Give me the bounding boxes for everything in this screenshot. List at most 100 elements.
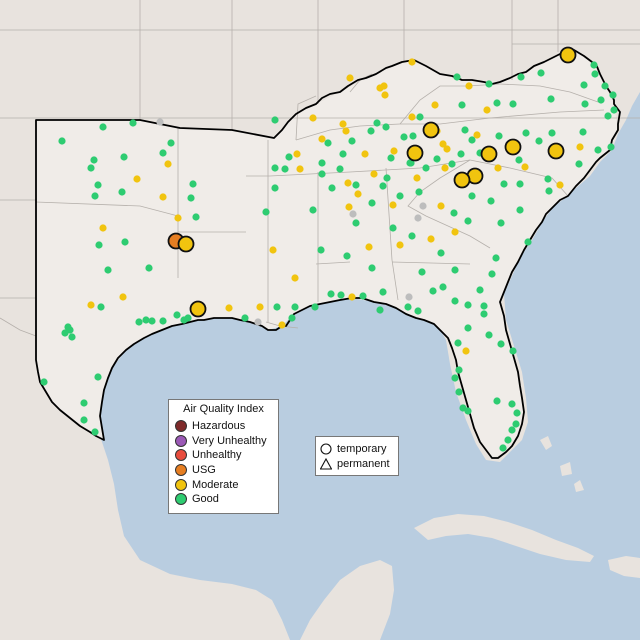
- monitor-marker-moderate[interactable]: [339, 120, 347, 128]
- monitor-marker-moderate[interactable]: [293, 150, 301, 158]
- monitor-marker-good[interactable]: [509, 347, 517, 355]
- monitor-marker-good[interactable]: [476, 286, 484, 294]
- monitor-marker-good[interactable]: [407, 159, 415, 167]
- monitor-marker-good[interactable]: [480, 302, 488, 310]
- monitor-marker-good[interactable]: [87, 164, 95, 172]
- monitor-marker-moderate[interactable]: [348, 293, 356, 301]
- monitor-marker-good[interactable]: [450, 209, 458, 217]
- monitor-marker-good[interactable]: [590, 61, 598, 69]
- monitor-marker-good[interactable]: [379, 288, 387, 296]
- monitor-marker-good[interactable]: [451, 297, 459, 305]
- monitor-marker-good[interactable]: [464, 324, 472, 332]
- monitor-marker-moderate[interactable]: [269, 246, 277, 254]
- monitor-marker-good[interactable]: [373, 119, 381, 127]
- monitor-marker-good[interactable]: [396, 192, 404, 200]
- monitor-marker-good[interactable]: [607, 143, 615, 151]
- monitor-marker-moderate[interactable]: [413, 174, 421, 182]
- monitor-marker-moderate[interactable]: [408, 113, 416, 121]
- monitor-marker-no-data[interactable]: [405, 293, 413, 301]
- monitor-marker-moderate[interactable]: [225, 304, 233, 312]
- monitor-marker-good[interactable]: [464, 301, 472, 309]
- monitor-marker-good[interactable]: [368, 264, 376, 272]
- monitor-marker-moderate[interactable]: [296, 165, 304, 173]
- monitor-marker-no-data[interactable]: [419, 202, 427, 210]
- monitor-marker-good[interactable]: [348, 137, 356, 145]
- monitor-marker-good[interactable]: [535, 137, 543, 145]
- monitor-marker-moderate[interactable]: [361, 150, 369, 158]
- temporary-monitor-moderate[interactable]: [480, 145, 498, 163]
- monitor-marker-good[interactable]: [575, 160, 583, 168]
- monitor-marker-moderate[interactable]: [462, 347, 470, 355]
- monitor-marker-moderate[interactable]: [291, 274, 299, 282]
- monitor-marker-good[interactable]: [336, 165, 344, 173]
- monitor-marker-good[interactable]: [318, 170, 326, 178]
- monitor-marker-good[interactable]: [145, 264, 153, 272]
- monitor-marker-good[interactable]: [458, 101, 466, 109]
- monitor-marker-good[interactable]: [404, 303, 412, 311]
- monitor-marker-good[interactable]: [409, 132, 417, 140]
- monitor-marker-good[interactable]: [328, 184, 336, 192]
- monitor-marker-moderate[interactable]: [381, 91, 389, 99]
- monitor-marker-good[interactable]: [324, 139, 332, 147]
- monitor-marker-good[interactable]: [61, 329, 69, 337]
- monitor-marker-good[interactable]: [40, 378, 48, 386]
- monitor-marker-good[interactable]: [80, 399, 88, 407]
- monitor-marker-moderate[interactable]: [99, 224, 107, 232]
- monitor-marker-good[interactable]: [352, 181, 360, 189]
- monitor-marker-moderate[interactable]: [556, 181, 564, 189]
- monitor-marker-good[interactable]: [439, 283, 447, 291]
- monitor-marker-moderate[interactable]: [437, 202, 445, 210]
- monitor-marker-good[interactable]: [94, 373, 102, 381]
- monitor-marker-good[interactable]: [515, 156, 523, 164]
- temporary-monitor-moderate[interactable]: [559, 46, 577, 64]
- monitor-marker-good[interactable]: [418, 268, 426, 276]
- monitor-marker-moderate[interactable]: [159, 193, 167, 201]
- monitor-marker-good[interactable]: [318, 159, 326, 167]
- monitor-marker-good[interactable]: [485, 80, 493, 88]
- monitor-marker-good[interactable]: [271, 184, 279, 192]
- monitor-marker-good[interactable]: [468, 136, 476, 144]
- monitor-marker-good[interactable]: [97, 303, 105, 311]
- monitor-marker-good[interactable]: [271, 164, 279, 172]
- monitor-marker-good[interactable]: [517, 73, 525, 81]
- monitor-marker-good[interactable]: [68, 333, 76, 341]
- monitor-marker-good[interactable]: [415, 188, 423, 196]
- monitor-marker-moderate[interactable]: [370, 170, 378, 178]
- monitor-marker-moderate[interactable]: [521, 163, 529, 171]
- monitor-marker-good[interactable]: [487, 197, 495, 205]
- monitor-marker-good[interactable]: [480, 310, 488, 318]
- monitor-marker-good[interactable]: [91, 192, 99, 200]
- monitor-marker-good[interactable]: [339, 150, 347, 158]
- temporary-monitor-moderate[interactable]: [453, 171, 471, 189]
- monitor-marker-good[interactable]: [448, 160, 456, 168]
- monitor-marker-good[interactable]: [120, 153, 128, 161]
- monitor-marker-no-data[interactable]: [349, 210, 357, 218]
- monitor-marker-good[interactable]: [104, 266, 112, 274]
- monitor-marker-good[interactable]: [118, 188, 126, 196]
- monitor-marker-good[interactable]: [454, 339, 462, 347]
- monitor-marker-moderate[interactable]: [119, 293, 127, 301]
- temporary-monitor-moderate[interactable]: [406, 144, 424, 162]
- monitor-marker-good[interactable]: [437, 249, 445, 257]
- monitor-marker-good[interactable]: [416, 113, 424, 121]
- monitor-marker-moderate[interactable]: [342, 127, 350, 135]
- monitor-marker-good[interactable]: [537, 69, 545, 77]
- monitor-marker-good[interactable]: [285, 153, 293, 161]
- monitor-marker-moderate[interactable]: [465, 82, 473, 90]
- monitor-marker-moderate[interactable]: [473, 131, 481, 139]
- monitor-marker-good[interactable]: [488, 270, 496, 278]
- monitor-marker-good[interactable]: [504, 436, 512, 444]
- temporary-monitor-moderate[interactable]: [177, 235, 195, 253]
- monitor-marker-good[interactable]: [499, 444, 507, 452]
- monitor-marker-moderate[interactable]: [344, 179, 352, 187]
- monitor-marker-good[interactable]: [368, 199, 376, 207]
- monitor-marker-good[interactable]: [414, 307, 422, 315]
- monitor-marker-moderate[interactable]: [494, 164, 502, 172]
- monitor-marker-good[interactable]: [99, 123, 107, 131]
- monitor-marker-good[interactable]: [493, 99, 501, 107]
- monitor-marker-no-data[interactable]: [156, 118, 164, 126]
- monitor-marker-good[interactable]: [508, 400, 516, 408]
- monitor-marker-good[interactable]: [580, 81, 588, 89]
- monitor-marker-moderate[interactable]: [174, 214, 182, 222]
